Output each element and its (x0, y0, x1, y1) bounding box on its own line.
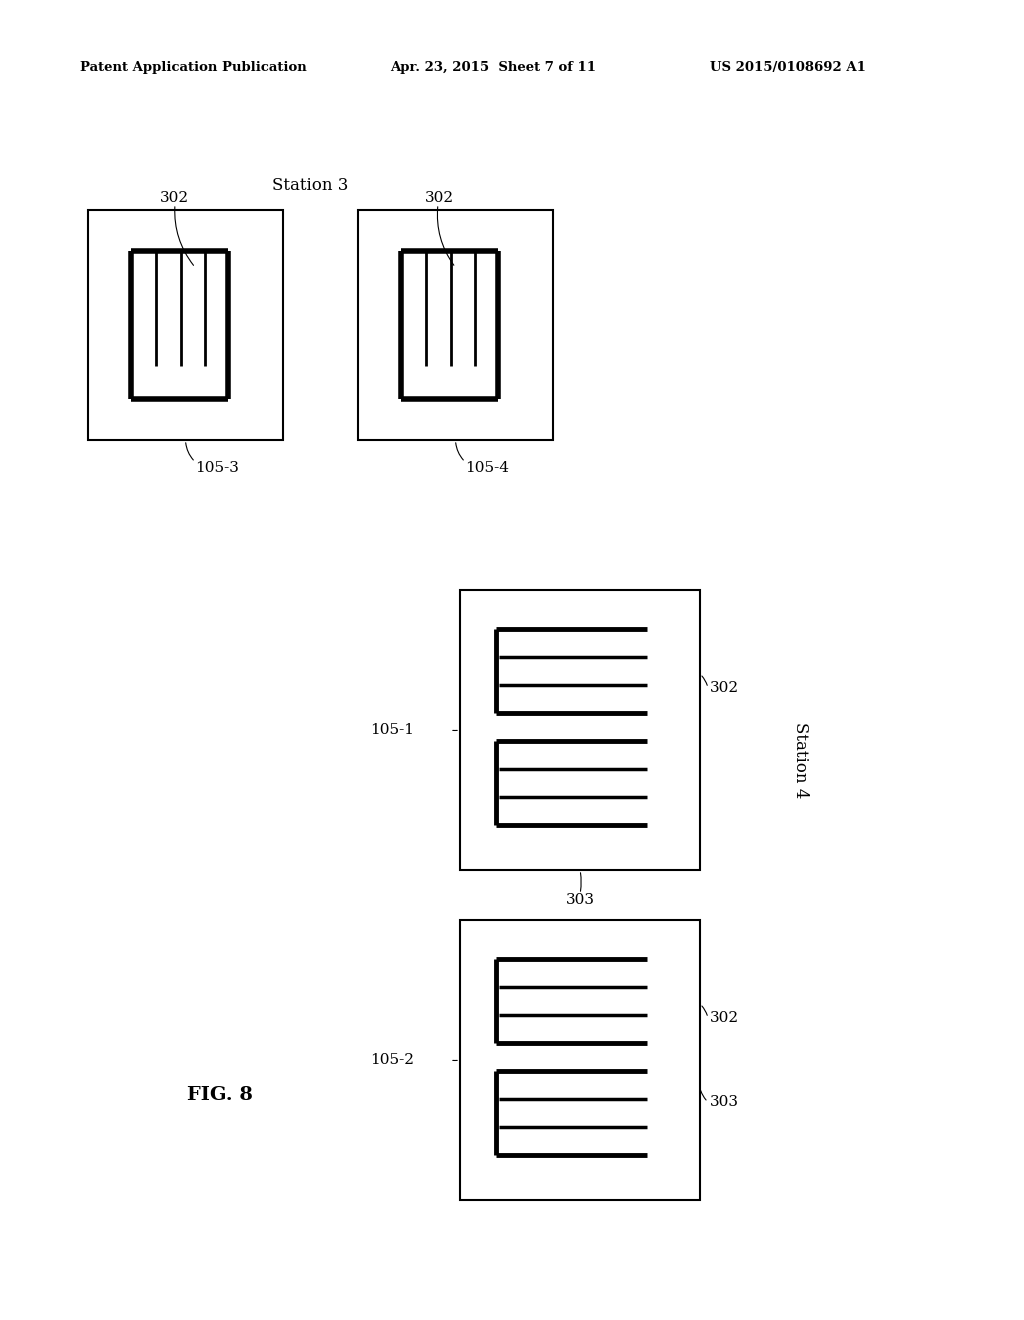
Text: 302: 302 (425, 191, 454, 205)
Text: Apr. 23, 2015  Sheet 7 of 11: Apr. 23, 2015 Sheet 7 of 11 (390, 62, 596, 74)
Text: 303: 303 (710, 1096, 739, 1109)
Text: FIG. 8: FIG. 8 (187, 1086, 253, 1104)
Bar (460, 590, 700, 870)
Text: 105-2: 105-2 (370, 1053, 414, 1067)
Bar (358, 210, 553, 440)
Text: US 2015/0108692 A1: US 2015/0108692 A1 (710, 62, 866, 74)
Text: 303: 303 (565, 894, 595, 907)
Text: 302: 302 (160, 191, 189, 205)
Text: 105-4: 105-4 (465, 461, 509, 475)
Text: 302: 302 (710, 1011, 739, 1026)
Text: Station 3: Station 3 (271, 177, 348, 194)
Text: 105-1: 105-1 (370, 723, 414, 737)
Bar (88, 210, 283, 440)
Bar (460, 920, 700, 1200)
Text: Station 4: Station 4 (792, 722, 809, 799)
Text: 105-3: 105-3 (196, 461, 240, 475)
Text: 302: 302 (710, 681, 739, 696)
Text: Patent Application Publication: Patent Application Publication (80, 62, 307, 74)
